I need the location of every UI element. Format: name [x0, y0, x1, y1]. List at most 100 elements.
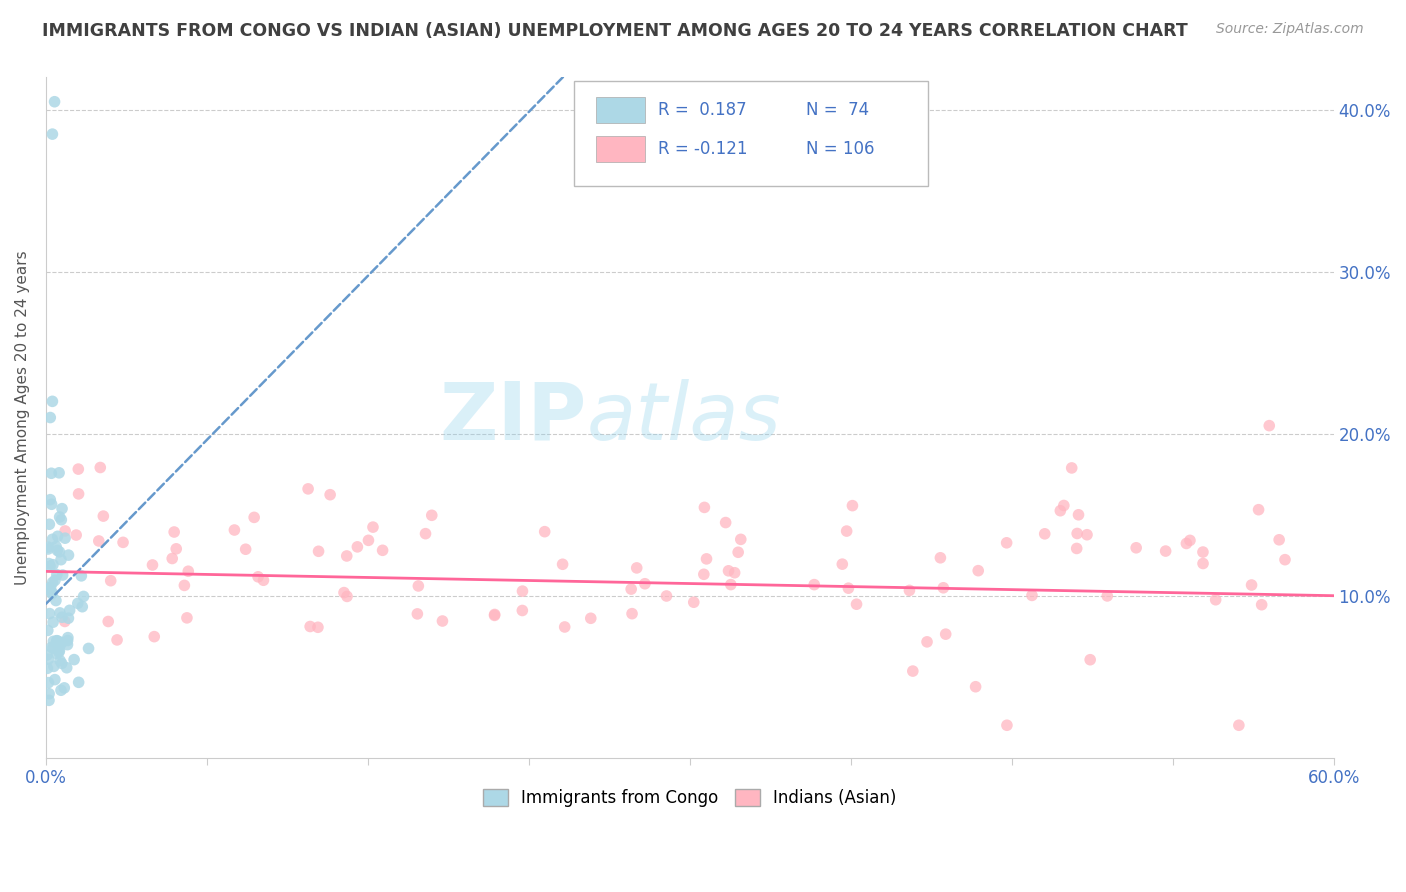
Point [41, 575, 63, 590]
Point [717, 564, 740, 578]
Point [693, 567, 716, 582]
Point [38, 517, 60, 532]
Point [1049, 504, 1071, 518]
Point [346, 540, 368, 554]
Point [1192, 545, 1215, 559]
Point [37, 540, 59, 554]
Point [37, 661, 59, 675]
Point [44, 574, 66, 588]
Point [45, 593, 67, 607]
Point [41, 586, 63, 600]
Point [49, 606, 72, 620]
Point [39, 492, 62, 507]
Point [967, 564, 990, 578]
Point [243, 510, 266, 524]
Point [41, 497, 63, 511]
Point [730, 533, 752, 547]
Point [37, 582, 59, 596]
Point [915, 635, 938, 649]
Point [51, 513, 73, 527]
Point [163, 524, 186, 539]
Point [1067, 508, 1090, 522]
Point [38, 607, 60, 621]
Point [1175, 536, 1198, 550]
Point [1097, 589, 1119, 603]
Point [97, 615, 120, 629]
Point [37, 541, 59, 556]
Point [56, 638, 79, 652]
Point [67, 675, 90, 690]
Point [1178, 533, 1201, 548]
Point [484, 607, 506, 622]
Point [37, 652, 59, 666]
Point [1205, 592, 1227, 607]
Text: N =  74: N = 74 [806, 101, 869, 120]
Point [45, 567, 67, 582]
Point [39, 410, 62, 425]
Point [1125, 541, 1147, 555]
Point [533, 524, 555, 539]
Point [512, 584, 534, 599]
Point [49, 654, 72, 668]
Legend: Immigrants from Congo, Indians (Asian): Immigrants from Congo, Indians (Asian) [477, 782, 904, 814]
Point [48, 643, 70, 657]
Point [56, 631, 79, 645]
Point [408, 579, 430, 593]
Point [252, 574, 274, 588]
Point [1053, 499, 1076, 513]
Point [693, 500, 716, 515]
Point [1227, 718, 1250, 732]
Point [112, 535, 135, 549]
Point [39, 580, 62, 594]
Point [141, 558, 163, 572]
Point [46, 543, 69, 558]
Point [53, 524, 76, 538]
Point [898, 583, 921, 598]
Point [297, 482, 319, 496]
Point [38, 693, 60, 707]
Point [44, 673, 66, 687]
Text: Source: ZipAtlas.com: Source: ZipAtlas.com [1216, 22, 1364, 37]
Point [929, 550, 952, 565]
Point [53, 681, 76, 695]
Point [51, 636, 73, 650]
Point [682, 595, 704, 609]
Point [935, 627, 957, 641]
Point [1066, 526, 1088, 541]
Point [415, 526, 437, 541]
Point [39, 559, 62, 574]
Text: atlas: atlas [586, 378, 782, 457]
Point [41, 394, 63, 409]
Point [696, 552, 718, 566]
Point [333, 585, 356, 599]
Point [42, 615, 65, 630]
Point [224, 523, 246, 537]
Point [319, 488, 342, 502]
Point [59, 603, 82, 617]
Point [299, 619, 322, 633]
Point [803, 577, 825, 591]
Point [35, 648, 58, 662]
Point [634, 576, 657, 591]
Point [37, 624, 59, 638]
Point [841, 499, 863, 513]
Point [551, 558, 574, 572]
Point [995, 718, 1018, 732]
Point [105, 632, 128, 647]
Point [308, 544, 330, 558]
Point [1066, 541, 1088, 556]
Point [56, 633, 79, 648]
Point [720, 577, 742, 591]
Point [1021, 588, 1043, 602]
Point [45, 540, 67, 554]
Point [48, 545, 70, 559]
Point [247, 570, 270, 584]
Point [176, 611, 198, 625]
Point [1274, 552, 1296, 566]
Point [361, 520, 384, 534]
Point [77, 641, 100, 656]
Point [714, 516, 737, 530]
Point [835, 524, 858, 538]
Point [620, 582, 643, 596]
Point [70, 569, 93, 583]
